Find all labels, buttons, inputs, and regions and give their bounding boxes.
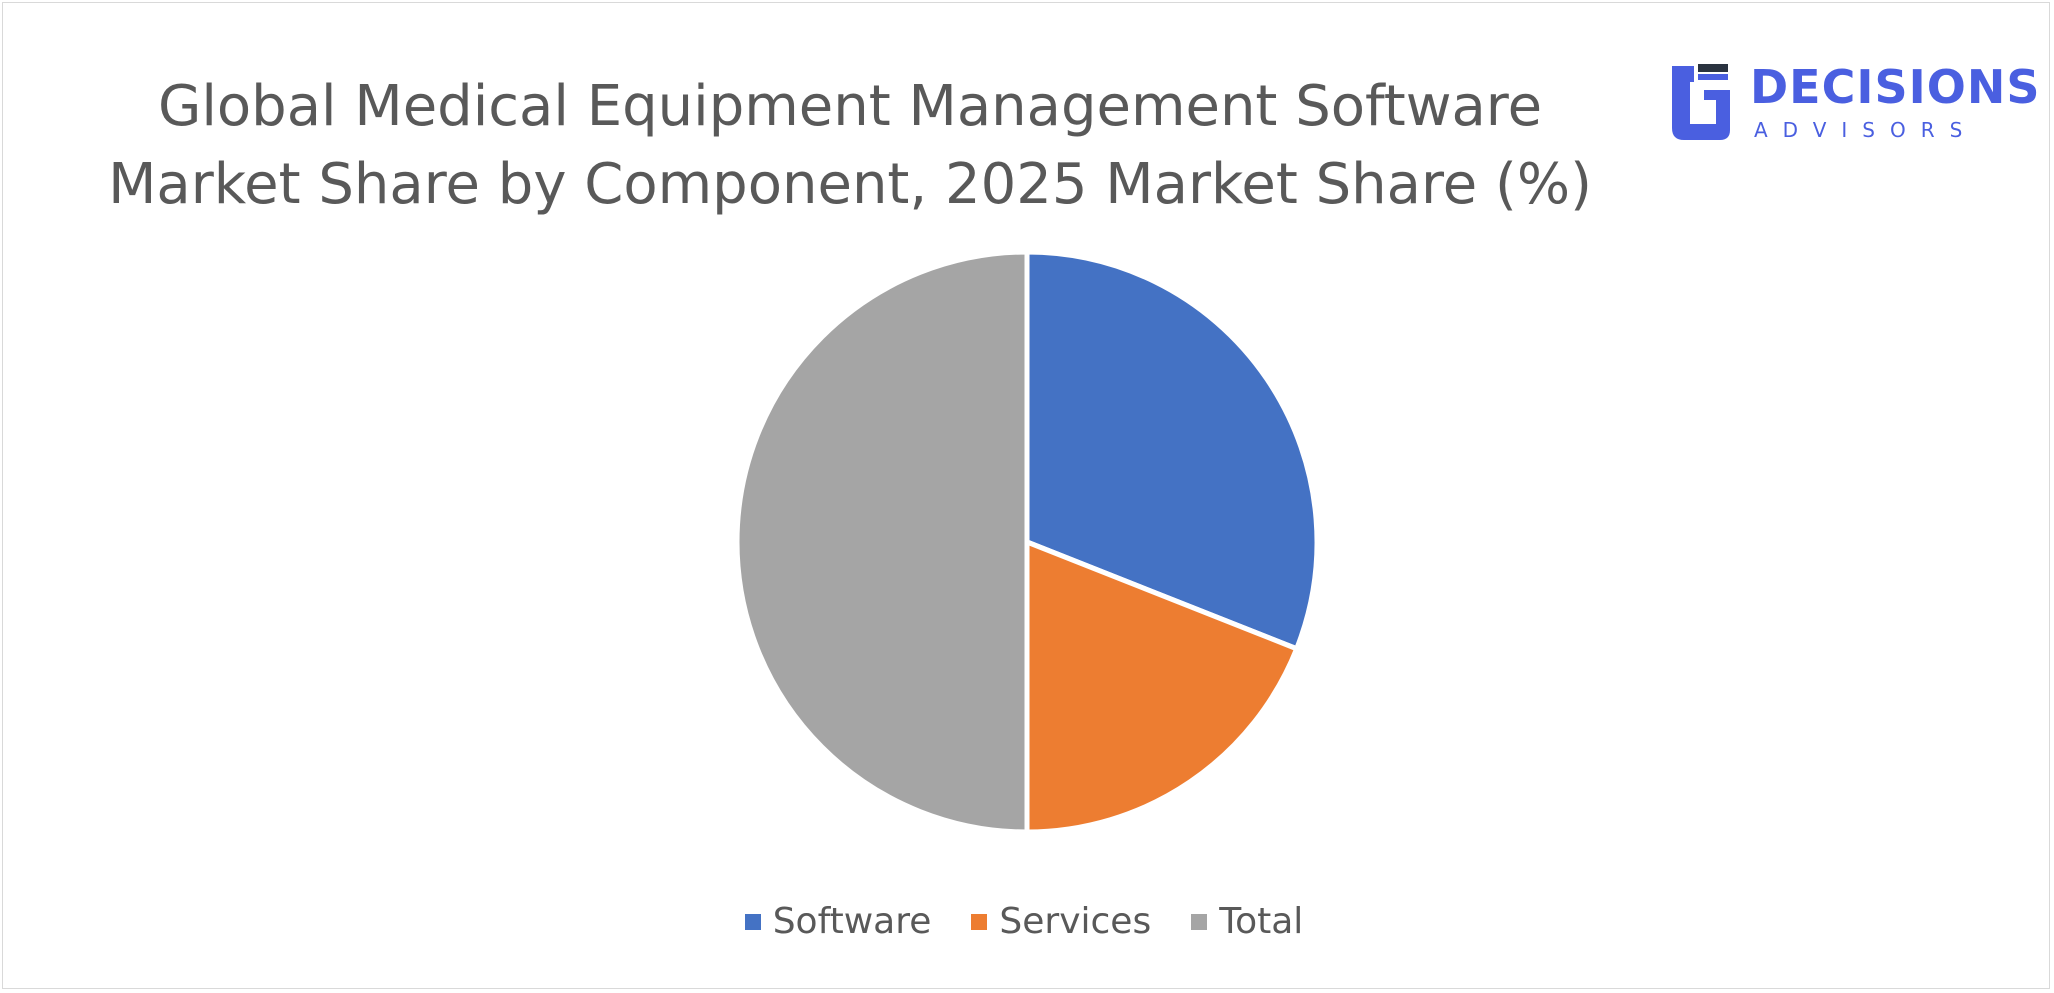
brand-logo-wordmark: DECISIONS: [1750, 60, 2041, 114]
legend-label: Software: [772, 901, 932, 942]
brand-logo-subtext: ADVISORS: [1754, 118, 1978, 142]
legend-item-services: Services: [971, 900, 1151, 944]
pie-slice-software: [1024, 249, 1320, 652]
brand-logo: DECISIONS ADVISORS: [1664, 57, 2039, 147]
pie-slice-services: [1024, 539, 1300, 835]
legend-swatch: [971, 914, 988, 930]
legend-item-total: Total: [1191, 900, 1303, 944]
pie-slice-total: [734, 249, 1030, 835]
legend-item-software: Software: [744, 900, 932, 944]
brand-logo-icon: [1672, 64, 1730, 140]
chart-title: Global Medical Equipment Management Soft…: [108, 74, 1592, 217]
legend-label: Services: [999, 901, 1152, 942]
chart-legend: Software Services Total: [0, 900, 2051, 944]
legend-label: Total: [1219, 901, 1304, 942]
legend-swatch: [1191, 914, 1208, 930]
pie-chart: [734, 249, 1320, 835]
legend-swatch: [744, 914, 761, 930]
